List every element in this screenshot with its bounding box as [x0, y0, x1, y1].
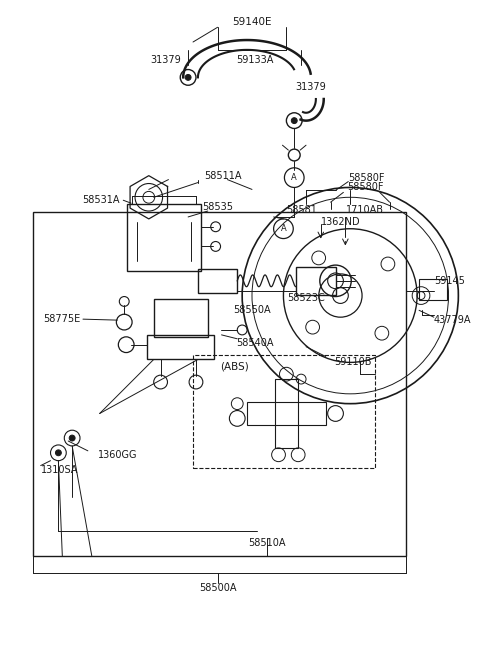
Bar [154, 299, 208, 337]
Bar [33, 212, 406, 556]
Bar [296, 267, 336, 295]
Text: 58500A: 58500A [199, 584, 236, 593]
Circle shape [56, 450, 61, 456]
Bar [419, 279, 446, 301]
Text: 59133A: 59133A [236, 55, 274, 65]
Text: 58523C: 58523C [287, 293, 325, 303]
Text: 58540A: 58540A [236, 338, 274, 348]
Text: 31379: 31379 [296, 83, 326, 92]
Bar [198, 269, 237, 293]
Bar [193, 354, 375, 468]
Text: 58550A: 58550A [233, 305, 271, 315]
Circle shape [185, 75, 191, 81]
Bar [127, 204, 201, 271]
Text: 58580F: 58580F [348, 173, 385, 183]
Text: (ABS): (ABS) [220, 362, 249, 371]
Text: A: A [291, 173, 297, 182]
Text: 58531A: 58531A [82, 195, 120, 205]
Text: 43779A: 43779A [434, 315, 471, 325]
Text: 1360GG: 1360GG [98, 450, 137, 460]
Text: 1310SA: 1310SA [41, 466, 78, 476]
Text: 58511A: 58511A [204, 171, 241, 181]
Text: 58510A: 58510A [248, 538, 286, 548]
Bar [247, 402, 326, 425]
Text: A: A [281, 224, 286, 233]
Text: 59145: 59145 [434, 276, 465, 286]
Bar [275, 379, 298, 448]
Circle shape [291, 118, 297, 124]
Text: 31379: 31379 [150, 55, 181, 65]
Text: 58581: 58581 [287, 205, 318, 215]
Text: 1362ND: 1362ND [321, 217, 360, 227]
Text: 59140E: 59140E [232, 17, 272, 28]
Text: 59110B: 59110B [335, 358, 372, 367]
Text: 58580F: 58580F [347, 183, 383, 193]
Text: 58775E: 58775E [43, 314, 80, 324]
Text: 58535: 58535 [202, 202, 233, 212]
Bar [147, 335, 214, 360]
Circle shape [69, 435, 75, 441]
Text: 1710AB: 1710AB [346, 205, 384, 215]
